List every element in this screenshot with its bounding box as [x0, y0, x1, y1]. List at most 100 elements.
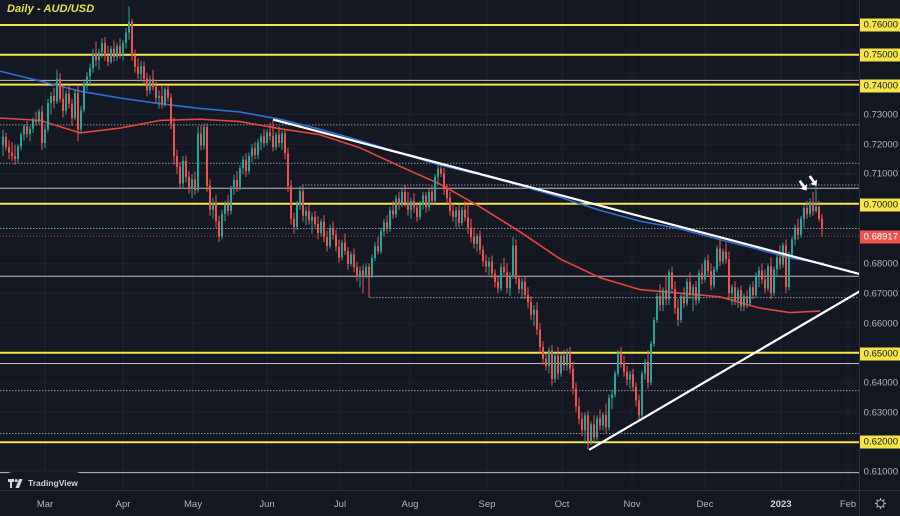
candle	[479, 230, 481, 255]
candle	[329, 224, 331, 249]
trendlines[interactable]	[272, 118, 859, 451]
candle	[680, 293, 682, 323]
candle	[173, 117, 175, 166]
candle	[161, 85, 163, 109]
price-axis[interactable]: 0.76000 0.75000 0.74000 0.73000 0.72000 0.710…	[859, 0, 900, 490]
candle	[809, 197, 811, 217]
candle	[740, 285, 742, 312]
candle	[281, 131, 283, 151]
chart-settings-button[interactable]	[859, 490, 900, 516]
candle	[50, 91, 52, 115]
candle	[413, 193, 415, 213]
candle	[107, 45, 109, 67]
candle	[437, 164, 439, 183]
candle	[572, 361, 574, 395]
candle	[812, 191, 814, 216]
candle	[158, 90, 160, 109]
time-axis[interactable]: Mar Apr May Jun Jul Aug Sep Oct Nov Dec 2023 Feb	[0, 490, 859, 516]
price-tick-label: 0.66000	[863, 318, 898, 330]
candle	[26, 120, 28, 138]
candle	[596, 415, 598, 441]
candle	[182, 156, 184, 189]
candle	[197, 126, 199, 193]
candle	[449, 191, 451, 216]
candle	[416, 203, 418, 222]
candle	[302, 185, 304, 222]
candle	[56, 69, 58, 104]
time-tick-label: Jun	[259, 499, 275, 510]
candle	[506, 263, 508, 294]
candle	[425, 191, 427, 213]
candle	[410, 197, 412, 219]
candle	[347, 246, 349, 270]
candle	[2, 129, 4, 157]
candle	[317, 215, 319, 240]
candle	[689, 272, 691, 300]
candle	[728, 251, 730, 300]
candle	[587, 410, 589, 450]
price-tick-label: 0.73000	[863, 109, 898, 121]
candle	[623, 355, 625, 377]
candle	[800, 215, 802, 238]
tradingview-logo-text: TradingView	[28, 478, 78, 488]
candle	[5, 132, 7, 151]
candle	[563, 349, 565, 371]
candle	[179, 162, 181, 189]
candle	[569, 346, 571, 374]
tradingview-logo[interactable]: TradingView	[2, 472, 86, 494]
chart-grid	[0, 0, 859, 490]
candle	[782, 242, 784, 268]
candle	[791, 236, 793, 258]
candle	[761, 263, 763, 285]
candle	[578, 397, 580, 425]
candle	[263, 129, 265, 148]
candle	[14, 144, 16, 166]
arrow-annotations[interactable]	[796, 174, 819, 193]
candle	[737, 287, 739, 309]
arrow-down-icon[interactable]	[796, 178, 809, 192]
candle	[170, 93, 172, 130]
candle	[383, 218, 385, 237]
candle	[548, 346, 550, 374]
candle	[77, 85, 79, 142]
candle	[695, 281, 697, 306]
candle	[503, 257, 505, 276]
arrow-down-icon[interactable]	[806, 174, 819, 188]
candle	[269, 122, 271, 141]
candle	[470, 218, 472, 243]
candle	[233, 174, 235, 195]
candle	[140, 60, 142, 82]
candle	[356, 261, 358, 282]
candle	[65, 90, 67, 115]
candle	[485, 254, 487, 273]
candlestick-series	[2, 6, 823, 450]
descending-trendline[interactable]	[272, 118, 859, 275]
candle	[200, 125, 202, 151]
candle	[359, 266, 361, 288]
candle	[212, 197, 214, 219]
candle	[320, 218, 322, 237]
candle	[692, 284, 694, 312]
ascending-trendline[interactable]	[588, 290, 859, 451]
candle	[701, 263, 703, 285]
candle	[443, 168, 445, 195]
candle	[95, 41, 97, 67]
candle	[815, 185, 817, 213]
time-tick-label: Apr	[115, 499, 131, 510]
candle	[554, 352, 556, 383]
candle	[464, 200, 466, 222]
time-tick-label: Sep	[478, 499, 496, 510]
price-tick-label: 0.70000	[860, 198, 900, 212]
price-tick-label: 0.74000	[860, 79, 900, 93]
candle	[386, 215, 388, 234]
candle	[32, 117, 34, 133]
candle	[251, 144, 253, 163]
chart-plot-area[interactable]	[0, 0, 859, 490]
candle	[293, 212, 295, 234]
candle	[116, 42, 118, 61]
price-tick-label: 0.65000	[860, 347, 900, 361]
candle	[92, 48, 94, 73]
candle	[509, 272, 511, 297]
candle	[146, 72, 148, 97]
